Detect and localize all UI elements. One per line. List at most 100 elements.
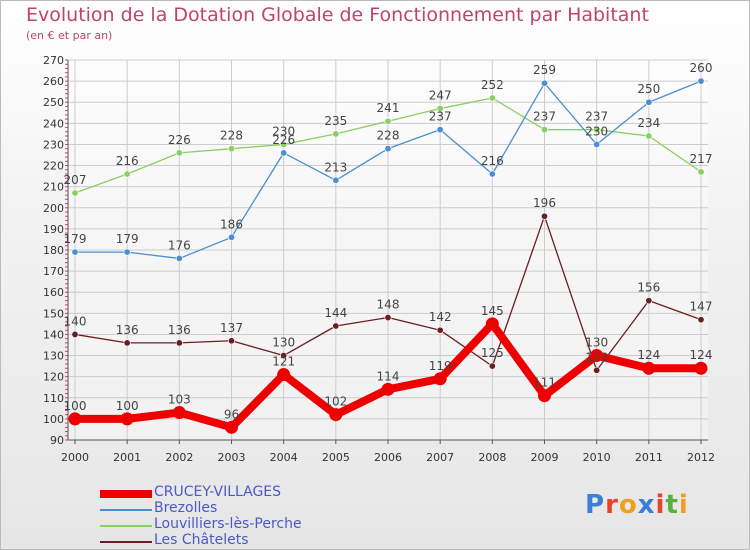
data-label: 234 (637, 116, 660, 130)
logo-letter: t (665, 490, 679, 520)
y-tick-label: 190 (43, 223, 64, 236)
legend-swatch (100, 541, 152, 543)
data-label: 121 (272, 355, 295, 369)
data-point (277, 368, 291, 382)
data-label: 228 (377, 129, 400, 143)
data-point (71, 189, 79, 197)
y-tick-label: 100 (43, 413, 64, 426)
data-point (488, 94, 496, 102)
data-label: 250 (637, 82, 660, 96)
data-point (697, 77, 705, 85)
data-label: 230 (272, 124, 295, 138)
x-tick-label: 2012 (687, 451, 715, 464)
data-label: 124 (637, 348, 660, 362)
data-label: 230 (585, 124, 608, 138)
data-label: 241 (377, 101, 400, 115)
data-label: 237 (585, 110, 608, 124)
logo-letter: i (655, 490, 666, 520)
data-point (381, 382, 395, 396)
data-label: 252 (481, 78, 504, 92)
data-point (175, 339, 183, 347)
data-point (332, 176, 340, 184)
y-tick-label: 210 (43, 181, 64, 194)
data-point (488, 170, 496, 178)
data-point (280, 140, 288, 148)
logo-letter: x (637, 490, 656, 520)
data-point (433, 372, 447, 386)
legend-swatch (100, 525, 152, 527)
data-point (228, 233, 236, 241)
data-label: 260 (690, 61, 713, 75)
data-label: 207 (64, 173, 87, 187)
x-tick-label: 2001 (113, 451, 141, 464)
data-point (175, 149, 183, 157)
data-point (225, 420, 238, 434)
y-tick-label: 130 (43, 350, 64, 363)
data-label: 179 (64, 232, 87, 246)
data-label: 247 (429, 89, 452, 103)
data-label: 144 (324, 306, 347, 320)
data-label: 156 (637, 281, 660, 295)
y-tick-label: 180 (43, 244, 64, 257)
data-point (540, 126, 548, 134)
data-label: 226 (168, 133, 191, 147)
data-label: 140 (64, 314, 87, 328)
data-label: 235 (324, 114, 347, 128)
legend-label: Les Châtelets (154, 532, 249, 548)
x-tick-label: 2008 (478, 451, 506, 464)
data-label: 147 (690, 300, 713, 314)
data-point (175, 254, 183, 262)
data-point (593, 366, 601, 374)
data-point (71, 248, 79, 256)
data-point (228, 145, 236, 153)
data-label: 237 (429, 110, 452, 124)
data-label: 137 (220, 321, 243, 335)
data-point (697, 316, 705, 324)
data-point (329, 408, 343, 422)
y-tick-label: 170 (43, 265, 64, 278)
x-tick-label: 2003 (218, 451, 246, 464)
data-label: 103 (168, 393, 191, 407)
data-point (123, 170, 131, 178)
data-label: 114 (377, 369, 400, 383)
data-point (123, 339, 131, 347)
chart-subtitle: (en € et par an) (26, 29, 113, 42)
data-label: 148 (377, 298, 400, 312)
data-label: 124 (690, 348, 713, 362)
legend-label: Louvilliers-lès-Perche (154, 516, 302, 532)
data-label: 100 (64, 399, 87, 413)
logo-letter: o (618, 490, 638, 520)
data-point (645, 297, 653, 305)
data-point (120, 412, 134, 426)
data-label: 196 (533, 196, 556, 210)
x-tick-label: 2002 (165, 451, 193, 464)
x-tick-label: 2005 (322, 451, 350, 464)
data-label: 213 (324, 160, 347, 174)
y-tick-label: 90 (50, 434, 64, 447)
data-point (280, 352, 288, 360)
data-label: 96 (224, 407, 239, 421)
data-point (71, 330, 79, 338)
legend-swatch (100, 509, 152, 511)
data-point (384, 117, 392, 125)
data-point (332, 130, 340, 138)
data-point (590, 349, 604, 363)
y-tick-label: 230 (43, 138, 64, 151)
data-point (384, 314, 392, 322)
data-point (694, 361, 708, 375)
y-tick-label: 140 (43, 328, 64, 341)
y-tick-label: 240 (43, 117, 64, 130)
data-label: 130 (585, 336, 608, 350)
legend-label: Brezolles (154, 500, 218, 516)
x-tick-label: 2010 (583, 451, 611, 464)
data-label: 216 (116, 154, 139, 168)
data-label: 125 (481, 346, 504, 360)
data-point (697, 168, 705, 176)
y-tick-label: 250 (43, 96, 64, 109)
data-label: 119 (429, 359, 452, 373)
y-tick-label: 270 (43, 54, 64, 67)
data-point (332, 322, 340, 330)
x-tick-label: 2007 (426, 451, 454, 464)
